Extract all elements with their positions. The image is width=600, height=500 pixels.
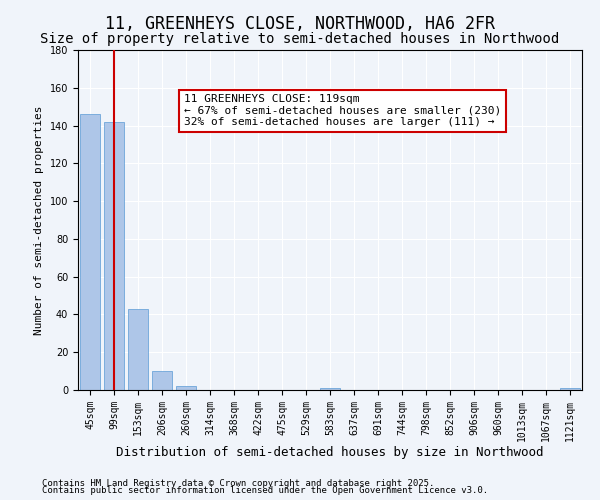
Text: 11 GREENHEYS CLOSE: 119sqm
← 67% of semi-detached houses are smaller (230)
32% o: 11 GREENHEYS CLOSE: 119sqm ← 67% of semi…: [184, 94, 501, 128]
Text: Size of property relative to semi-detached houses in Northwood: Size of property relative to semi-detach…: [40, 32, 560, 46]
Bar: [128, 309, 148, 390]
Bar: [176, 386, 196, 390]
Bar: [80, 114, 100, 390]
Text: 11, GREENHEYS CLOSE, NORTHWOOD, HA6 2FR: 11, GREENHEYS CLOSE, NORTHWOOD, HA6 2FR: [105, 15, 495, 33]
Y-axis label: Number of semi-detached properties: Number of semi-detached properties: [34, 106, 44, 335]
Text: Contains public sector information licensed under the Open Government Licence v3: Contains public sector information licen…: [42, 486, 488, 495]
Bar: [560, 388, 580, 390]
Bar: [104, 122, 124, 390]
X-axis label: Distribution of semi-detached houses by size in Northwood: Distribution of semi-detached houses by …: [116, 446, 544, 460]
Text: Contains HM Land Registry data © Crown copyright and database right 2025.: Contains HM Land Registry data © Crown c…: [42, 478, 434, 488]
Bar: [320, 388, 340, 390]
Bar: [152, 371, 172, 390]
